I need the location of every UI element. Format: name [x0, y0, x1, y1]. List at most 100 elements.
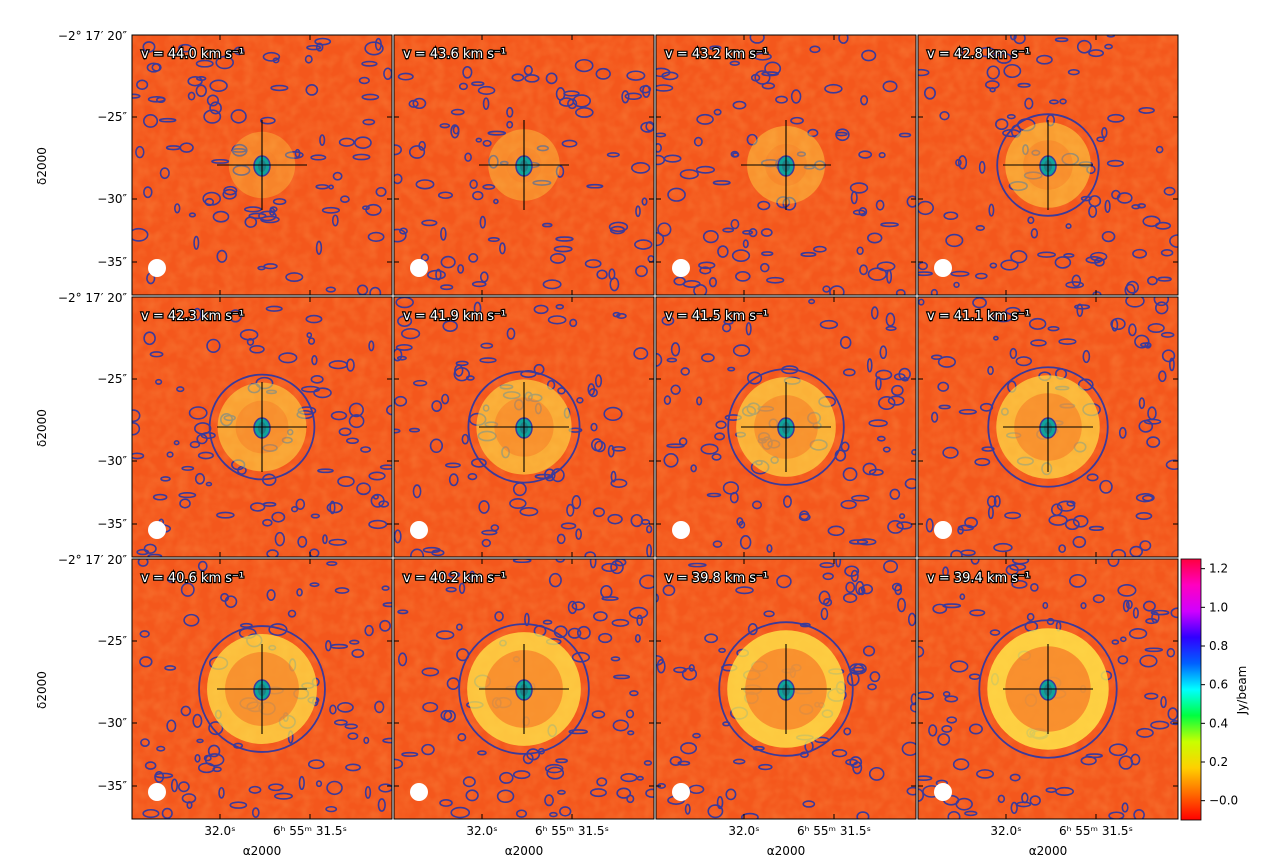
noise-contour [656, 659, 666, 674]
noise-contour [249, 345, 265, 354]
colorbar-tick-label: 1.0 [1209, 600, 1228, 614]
noise-contour [499, 771, 514, 784]
shell-contour [996, 113, 1100, 217]
noise-contour [1108, 743, 1128, 757]
noise-contour [475, 137, 483, 143]
noise-contour [536, 145, 549, 152]
noise-contour [523, 65, 533, 76]
noise-contour [592, 507, 605, 518]
noise-contour [970, 559, 980, 565]
noise-contour [203, 109, 222, 124]
noise-contour [142, 808, 160, 819]
noise-contour [511, 73, 525, 82]
channel-panel: v = 41.1 km s⁻¹ [917, 296, 1179, 558]
channel-panel: v = 43.6 km s⁻¹ [393, 34, 655, 296]
x-tick-label: 6ʰ 55ᵐ 31.5ˢ [273, 824, 347, 838]
noise-contour [1128, 323, 1137, 337]
noise-contour [246, 338, 255, 346]
noise-contour [918, 68, 930, 77]
noise-contour [181, 793, 197, 804]
noise-contour [136, 548, 150, 556]
noise-contour [204, 197, 215, 207]
noise-contour [442, 320, 458, 332]
y-tick-label: −2° 17′ 20″ [58, 29, 128, 43]
panel-frame [917, 558, 1179, 820]
noise-contour [1036, 54, 1053, 65]
noise-contour [687, 562, 707, 568]
shell-contour [718, 621, 854, 757]
noise-contour [439, 123, 451, 129]
noise-contour [135, 145, 145, 159]
noise-contour [493, 198, 499, 205]
noise-contour [593, 611, 608, 622]
noise-contour [192, 713, 203, 728]
noise-contour [479, 357, 497, 364]
noise-contour [232, 164, 251, 176]
noise-contour [1064, 518, 1080, 531]
noise-contour [542, 279, 562, 290]
noise-contour [1078, 161, 1094, 168]
noise-contour [1138, 106, 1155, 114]
y-tick-label: −2° 17′ 20″ [58, 553, 128, 567]
noise-contour [997, 794, 1006, 804]
noise-contour [239, 329, 259, 341]
noise-contour [783, 495, 792, 508]
noise-contour [515, 809, 528, 818]
noise-contour [611, 618, 630, 627]
noise-contour [310, 375, 324, 384]
noise-contour [753, 52, 772, 61]
x-axis-title: α2000 [1029, 844, 1067, 858]
noise-contour [858, 150, 873, 159]
noise-contour [875, 369, 893, 381]
noise-contour [1013, 35, 1026, 45]
y-tick-label: −30″ [97, 716, 127, 730]
noise-contour [896, 521, 913, 530]
noise-contour [596, 269, 608, 280]
noise-contour [735, 586, 754, 595]
noise-contour [481, 538, 492, 548]
noise-contour [713, 108, 722, 116]
noise-contour [1124, 283, 1136, 295]
beam-marker [410, 259, 428, 277]
shell-contour [208, 373, 316, 481]
noise-contour [1076, 303, 1084, 317]
noise-contour [1089, 251, 1108, 262]
noise-contour [326, 561, 338, 566]
noise-contour [317, 468, 334, 474]
noise-contour [556, 533, 566, 545]
noise-contour [698, 261, 716, 270]
noise-contour [944, 695, 959, 703]
noise-contour [867, 232, 883, 244]
noise-contour [1161, 349, 1176, 363]
noise-contour [349, 639, 360, 645]
noise-contour [942, 446, 959, 459]
noise-contour [296, 588, 303, 597]
noise-contour [1030, 339, 1047, 347]
noise-contour [953, 281, 960, 288]
y-tick-label: −25″ [97, 372, 127, 386]
channel-panel: v = 39.4 km s⁻¹ [917, 558, 1179, 820]
noise-contour [421, 219, 438, 227]
noise-contour [455, 360, 469, 367]
noise-contour [611, 446, 626, 452]
noise-contour [943, 211, 959, 221]
beam-marker [148, 521, 166, 539]
noise-contour [692, 732, 701, 739]
noise-contour [576, 397, 584, 404]
noise-contour [477, 750, 487, 756]
noise-contour [143, 114, 159, 128]
noise-contour [313, 387, 332, 399]
noise-contour [1169, 720, 1178, 726]
noise-contour [1104, 43, 1113, 50]
noise-contour [369, 286, 382, 295]
noise-contour [594, 440, 606, 453]
noise-contour [690, 464, 697, 473]
noise-contour [879, 345, 888, 360]
noise-contour [704, 633, 719, 644]
colorbar-tick-label: 0.2 [1209, 755, 1228, 769]
noise-contour [421, 667, 440, 677]
noise-contour [1136, 727, 1154, 738]
noise-contour [610, 470, 617, 483]
noise-contour [1107, 113, 1125, 123]
panel-frame [655, 34, 917, 296]
